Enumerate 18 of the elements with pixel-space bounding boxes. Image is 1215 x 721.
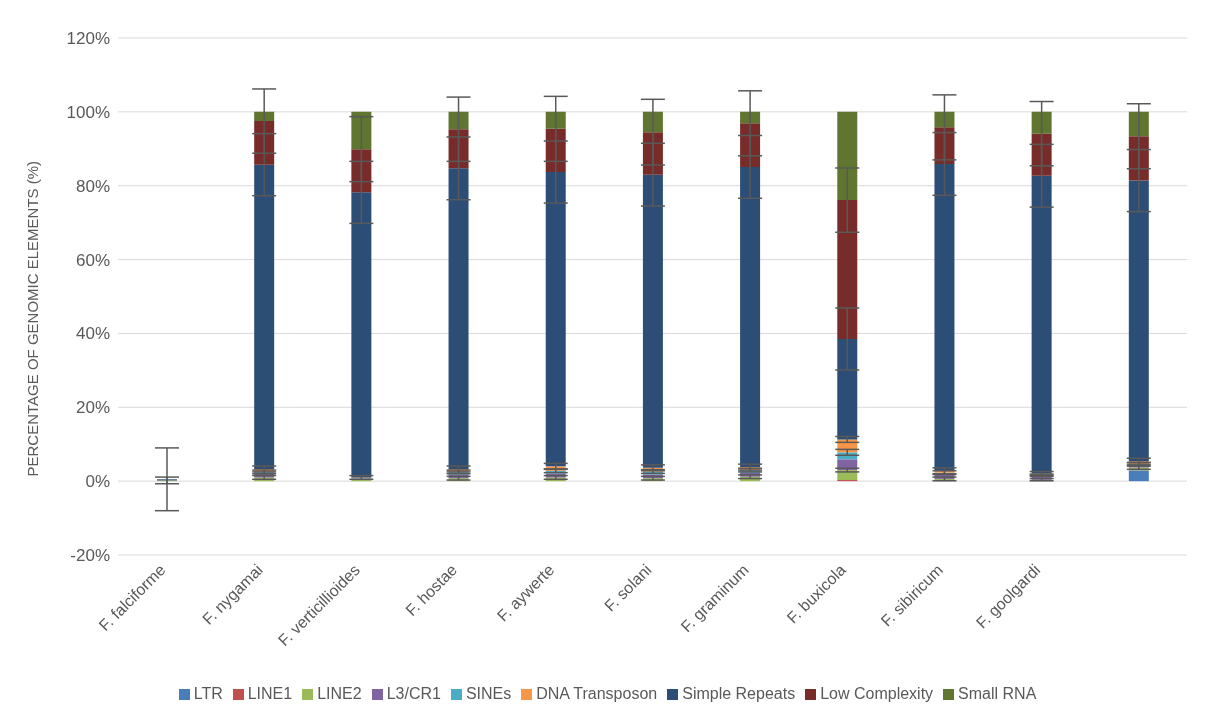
legend-label: DNA Transposon (536, 685, 658, 702)
y-tick-label: 0% (85, 472, 110, 492)
legend-label: Simple Repeats (682, 685, 796, 702)
legend-label: Small RNA (958, 685, 1037, 702)
legend-label: SINEs (465, 685, 512, 702)
legend-label: LINE1 (247, 685, 293, 702)
legend-label: L3/CR1 (386, 685, 441, 702)
y-tick-label: -20% (70, 546, 110, 566)
y-tick-label: 60% (75, 250, 110, 270)
y-tick-label: 100% (66, 102, 110, 122)
y-tick-label: 120% (66, 29, 110, 49)
legend-label: LINE2 (317, 685, 362, 702)
y-tick-label: 20% (75, 398, 110, 418)
y-tick-label: 80% (75, 176, 110, 196)
legend-label: Low Complexity (820, 685, 934, 702)
y-axis-title: PERCENTAGE OF GENOMIC ELEMENTS (%) (24, 160, 42, 477)
legend-label: LTR (193, 685, 223, 702)
y-tick-label: 40% (75, 324, 110, 344)
